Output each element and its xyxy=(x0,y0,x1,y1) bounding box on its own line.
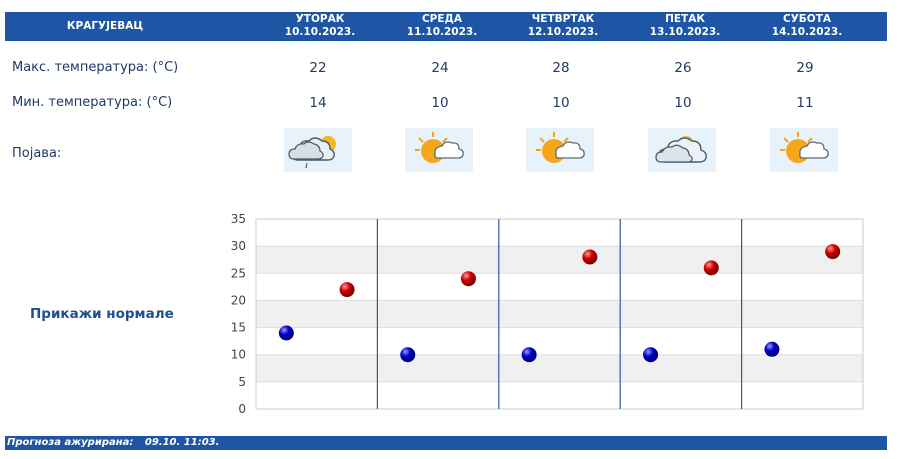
max-temperature-value: 26 xyxy=(674,60,692,76)
grid-band xyxy=(256,246,863,274)
max-temperature-point xyxy=(582,249,598,265)
min-temperature-value: 10 xyxy=(431,95,449,111)
grid-band xyxy=(256,354,863,382)
max-temperature-point xyxy=(339,282,355,298)
sun-behind-cloud-icon xyxy=(526,128,594,172)
day-date: 11.10.2023. xyxy=(406,26,478,38)
day-column-header: ПЕТАК 13.10.2023. xyxy=(625,13,745,39)
day-name: УТОРАК xyxy=(295,13,345,25)
day-name: СУБОТА xyxy=(782,13,832,25)
day-name: ПЕТАК xyxy=(665,13,705,25)
max-temperature-point xyxy=(703,260,719,276)
y-tick-label: 5 xyxy=(238,375,246,389)
max-temperature-value: 29 xyxy=(796,60,814,76)
y-tick-label: 25 xyxy=(231,266,246,280)
min-temperature-point xyxy=(521,347,537,363)
min-temperature-value: 10 xyxy=(552,95,570,111)
min-temperature-value: 14 xyxy=(309,95,327,111)
phenomenon-label: Појава: xyxy=(12,146,62,161)
grid-band xyxy=(256,219,863,247)
grid-band xyxy=(256,327,863,355)
max-temperature-point xyxy=(460,271,476,287)
cloudy-icon xyxy=(648,128,716,172)
max-temperature-value: 22 xyxy=(309,60,327,76)
update-label: Прогноза ажурирана: xyxy=(7,437,134,448)
max-temperature-label: Макс. температура: (°C) xyxy=(12,60,179,75)
min-temperature-value: 10 xyxy=(674,95,692,111)
y-tick-label: 30 xyxy=(231,239,246,253)
min-temperature-point xyxy=(278,325,294,341)
sun-behind-cloud-icon xyxy=(770,128,838,172)
max-temperature-value: 28 xyxy=(552,60,570,76)
update-footer: Прогноза ажурирана: 09.10. 11:03. xyxy=(5,436,887,450)
min-temperature-point xyxy=(764,341,780,357)
cloudy-rain-sun-icon xyxy=(284,128,352,172)
day-column-header: СРЕДА 11.10.2023. xyxy=(382,13,502,39)
plot-frame xyxy=(255,218,864,410)
min-temperature-point xyxy=(400,347,416,363)
y-tick-label: 10 xyxy=(231,348,246,362)
forecast-header-bar: КРАГУЈЕВАЦ УТОРАК 10.10.2023. СРЕДА 11.1… xyxy=(5,12,887,41)
y-tick-label: 35 xyxy=(231,212,246,226)
grid-band xyxy=(256,273,863,301)
city-name: КРАГУЈЕВАЦ xyxy=(66,20,144,32)
temperature-chart: 0 5 10 15 20 25 30 35 xyxy=(231,212,864,416)
day-column-header: ЧЕТВРТАК 12.10.2023. xyxy=(503,13,623,39)
grid-band xyxy=(256,381,863,409)
y-tick-label: 20 xyxy=(231,293,246,307)
day-name: СРЕДА xyxy=(421,13,463,25)
show-normals-link[interactable]: Прикажи нормале xyxy=(30,306,174,322)
max-temperature-point xyxy=(825,244,841,260)
y-tick-label: 15 xyxy=(231,321,246,335)
day-column-header: УТОРАК 10.10.2023. xyxy=(260,13,380,39)
min-temperature-value: 11 xyxy=(796,95,814,111)
sun-behind-cloud-icon xyxy=(405,128,473,172)
day-date: 14.10.2023. xyxy=(771,26,843,38)
day-date: 10.10.2023. xyxy=(284,26,356,38)
day-date: 13.10.2023. xyxy=(649,26,721,38)
min-temperature-point xyxy=(643,347,659,363)
max-temperature-value: 24 xyxy=(431,60,449,76)
update-time: 09.10. 11:03. xyxy=(144,437,220,448)
min-temperature-label: Мин. температура: (°C) xyxy=(12,95,173,110)
day-name: ЧЕТВРТАК xyxy=(531,13,595,25)
grid-band xyxy=(256,300,863,328)
day-column-header: СУБОТА 14.10.2023. xyxy=(747,13,867,39)
y-tick-label: 0 xyxy=(238,402,246,416)
day-date: 12.10.2023. xyxy=(527,26,599,38)
